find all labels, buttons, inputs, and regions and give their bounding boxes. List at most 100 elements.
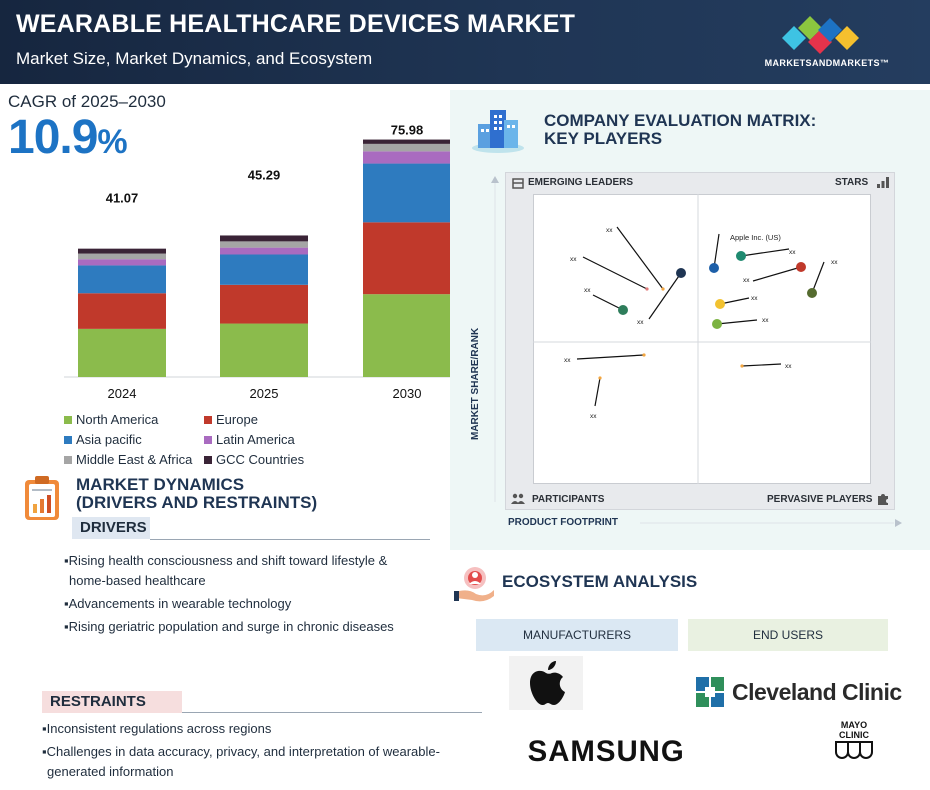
matrix-leader-line — [811, 261, 825, 294]
legend-item: Middle East & Africa — [64, 452, 192, 467]
apple-logo — [509, 656, 583, 710]
drivers-heading: DRIVERS — [72, 517, 150, 539]
matrix-leader-line — [741, 363, 782, 367]
people-icon — [511, 493, 525, 504]
bar-segment-asia-pacific-2030 — [363, 163, 450, 223]
bar-total-label: 75.98 — [391, 123, 424, 138]
clipboard-chart-icon — [25, 476, 59, 520]
legend-swatch — [204, 435, 212, 444]
bar-segment-middle-east-africa-2024 — [78, 253, 166, 260]
matrix-company-marker — [661, 287, 665, 291]
restraint-text: generated information — [47, 764, 174, 779]
restraints-heading: RESTRAINTS — [42, 691, 182, 713]
cagr-number: 10.9 — [8, 111, 98, 164]
driver-text: Rising geriatric population and surge in… — [68, 619, 394, 634]
drivers-divider — [150, 539, 430, 540]
matrix-company-label: xx — [785, 363, 792, 370]
driver-item: ▪Advancements in wearable technology — [64, 596, 292, 611]
restraint-text: Inconsistent regulations across regions — [46, 721, 272, 736]
matrix-company-label: xx — [570, 256, 577, 263]
ecosystem-title: ECOSYSTEM ANALYSIS — [502, 572, 698, 591]
bar-segment-latin-america-2030 — [363, 151, 450, 164]
market-size-bar-chart: 41.07 2024 45.29 2025 75.98 2030 — [64, 123, 450, 401]
evaluation-matrix-plot: Apple Inc. (US) xx xx xx xx xx xx xx xx xx xx xx xx — [533, 194, 871, 484]
x-tick-label: 2025 — [250, 386, 279, 401]
restraint-item-continued: generated information — [42, 762, 462, 782]
header-banner: WEARABLE HEALTHCARE DEVICES MARKET Marke… — [0, 0, 930, 84]
matrix-company-label: xx — [564, 357, 571, 364]
matrix-company-label: xx — [590, 413, 597, 420]
legend-item: Europe — [204, 412, 258, 427]
logo-text: MARKETSANDMARKETS™ — [764, 58, 890, 68]
quadrant-emerging-leaders: EMERGING LEADERS — [528, 177, 634, 188]
bar-total-label: 45.29 — [248, 167, 281, 182]
markets-logo: MARKETSANDMARKETS™ — [752, 12, 902, 72]
matrix-title-line1: COMPANY EVALUATION MATRIX: — [544, 111, 817, 130]
x-tick-label: 2030 — [393, 386, 422, 401]
bar-growth-icon — [877, 177, 889, 188]
matrix-leader-line — [752, 266, 802, 282]
legend-item: Latin America — [204, 432, 295, 447]
bar-segment-middle-east-africa-2030 — [363, 143, 450, 152]
ladder-icon — [512, 178, 524, 189]
matrix-company-marker — [642, 353, 646, 357]
legend-item: Asia pacific — [64, 432, 142, 447]
apple-icon — [530, 661, 565, 706]
matrix-company-marker — [807, 288, 817, 298]
matrix-company-marker — [736, 251, 746, 261]
matrix-leader-line — [740, 248, 790, 257]
cleveland-clinic-logo: Cleveland Clinic — [696, 677, 902, 707]
restraint-item: ▪Inconsistent regulations across regions — [42, 721, 272, 736]
matrix-company-label: xx — [831, 259, 838, 266]
matrix-company-label: xx — [762, 317, 769, 324]
matrix-company-label: xx — [606, 227, 613, 234]
cleveland-clinic-icon — [696, 677, 724, 707]
legend-label: GCC Countries — [216, 452, 305, 467]
bar-segment-europe-2025 — [220, 284, 308, 324]
driver-item: ▪Rising health consciousness and shift t… — [64, 553, 388, 568]
matrix-company-marker — [715, 299, 725, 309]
legend-label: Middle East & Africa — [76, 452, 193, 467]
bar-segment-europe-2024 — [78, 293, 166, 329]
legend-swatch — [204, 455, 212, 464]
restraints-divider — [182, 712, 482, 713]
samsung-logo: SAMSUNG — [527, 735, 685, 768]
bar-segment-north-america-2024 — [78, 328, 166, 377]
legend-swatch — [64, 415, 72, 424]
mayo-shield-icon — [835, 741, 873, 759]
mayo-clinic-name: MAYO CLINIC — [839, 720, 869, 740]
matrix-leader-line — [713, 233, 720, 269]
cagr-label: CAGR of 2025–2030 — [8, 92, 166, 111]
matrix-leader-line — [582, 256, 648, 290]
matrix-company-label: xx — [637, 319, 644, 326]
matrix-title-line2: KEY PLAYERS — [544, 129, 663, 148]
quadrant-pervasive-players: PERVASIVE PLAYERS — [767, 494, 873, 505]
matrix-company-label: Apple Inc. (US) — [730, 233, 781, 242]
matrix-leader-line — [648, 272, 682, 320]
drivers-list: ▪Rising health consciousness and shift t… — [64, 551, 424, 637]
matrix-company-label: xx — [789, 249, 796, 256]
cagr-unit: % — [97, 123, 127, 161]
bar-segment-middle-east-africa-2025 — [220, 241, 308, 248]
quadrant-stars: STARS — [835, 177, 869, 188]
matrix-title: COMPANY EVALUATION MATRIX: KEY PLAYERS — [544, 112, 816, 148]
matrix-company-marker — [645, 287, 649, 291]
legend-swatch — [204, 415, 212, 424]
y-axis-label: MARKET SHARE/RANK — [470, 327, 481, 440]
legend-label: Asia pacific — [76, 432, 142, 447]
x-axis-arrow — [640, 519, 902, 527]
diamond-logo-icon — [782, 16, 859, 54]
market-dynamics-title-line2: (DRIVERS AND RESTRAINTS) — [76, 493, 318, 512]
bar-segment-asia-pacific-2025 — [220, 254, 308, 285]
matrix-company-marker — [712, 319, 722, 329]
market-dynamics-title: MARKET DYNAMICS (DRIVERS AND RESTRAINTS) — [76, 476, 317, 512]
mayo-clinic-logo: MAYO CLINIC — [826, 720, 882, 769]
bar-segment-gcc-countries-2024 — [78, 248, 166, 254]
matrix-company-label: xx — [584, 287, 591, 294]
matrix-leader-line — [616, 226, 664, 290]
cagr-value: 10.9% — [8, 110, 128, 165]
bar-segment-gcc-countries-2030 — [363, 139, 450, 144]
matrix-company-marker — [618, 305, 628, 315]
driver-item: ▪Rising geriatric population and surge i… — [64, 619, 394, 634]
matrix-company-label: xx — [743, 277, 750, 284]
